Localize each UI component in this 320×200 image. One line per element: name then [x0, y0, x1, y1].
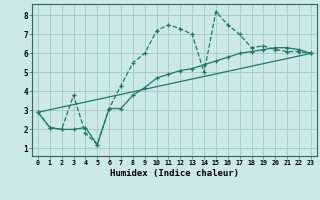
- X-axis label: Humidex (Indice chaleur): Humidex (Indice chaleur): [110, 169, 239, 178]
